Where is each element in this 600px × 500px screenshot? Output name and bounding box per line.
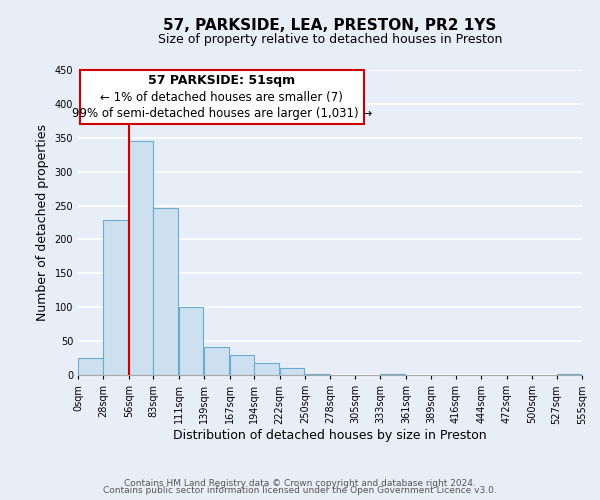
Text: Size of property relative to detached houses in Preston: Size of property relative to detached ho… — [158, 32, 502, 46]
Y-axis label: Number of detached properties: Number of detached properties — [36, 124, 49, 321]
Text: 57 PARKSIDE: 51sqm: 57 PARKSIDE: 51sqm — [148, 74, 295, 88]
Text: 99% of semi-detached houses are larger (1,031) →: 99% of semi-detached houses are larger (… — [72, 107, 372, 120]
Text: ← 1% of detached houses are smaller (7): ← 1% of detached houses are smaller (7) — [100, 90, 343, 104]
X-axis label: Distribution of detached houses by size in Preston: Distribution of detached houses by size … — [173, 429, 487, 442]
Text: Contains public sector information licensed under the Open Government Licence v3: Contains public sector information licen… — [103, 486, 497, 495]
Bar — [204, 347, 229, 375]
Bar — [103, 220, 128, 375]
Bar — [230, 354, 254, 375]
FancyBboxPatch shape — [80, 70, 364, 124]
Bar — [78, 358, 103, 375]
Bar — [380, 374, 405, 375]
Text: 57, PARKSIDE, LEA, PRESTON, PR2 1YS: 57, PARKSIDE, LEA, PRESTON, PR2 1YS — [163, 18, 497, 32]
Bar — [154, 208, 178, 375]
Text: Contains HM Land Registry data © Crown copyright and database right 2024.: Contains HM Land Registry data © Crown c… — [124, 478, 476, 488]
Bar — [305, 374, 329, 375]
Bar — [280, 368, 304, 375]
Bar — [179, 306, 203, 375]
Bar — [129, 141, 154, 375]
Bar — [254, 364, 278, 375]
Bar — [557, 374, 581, 375]
